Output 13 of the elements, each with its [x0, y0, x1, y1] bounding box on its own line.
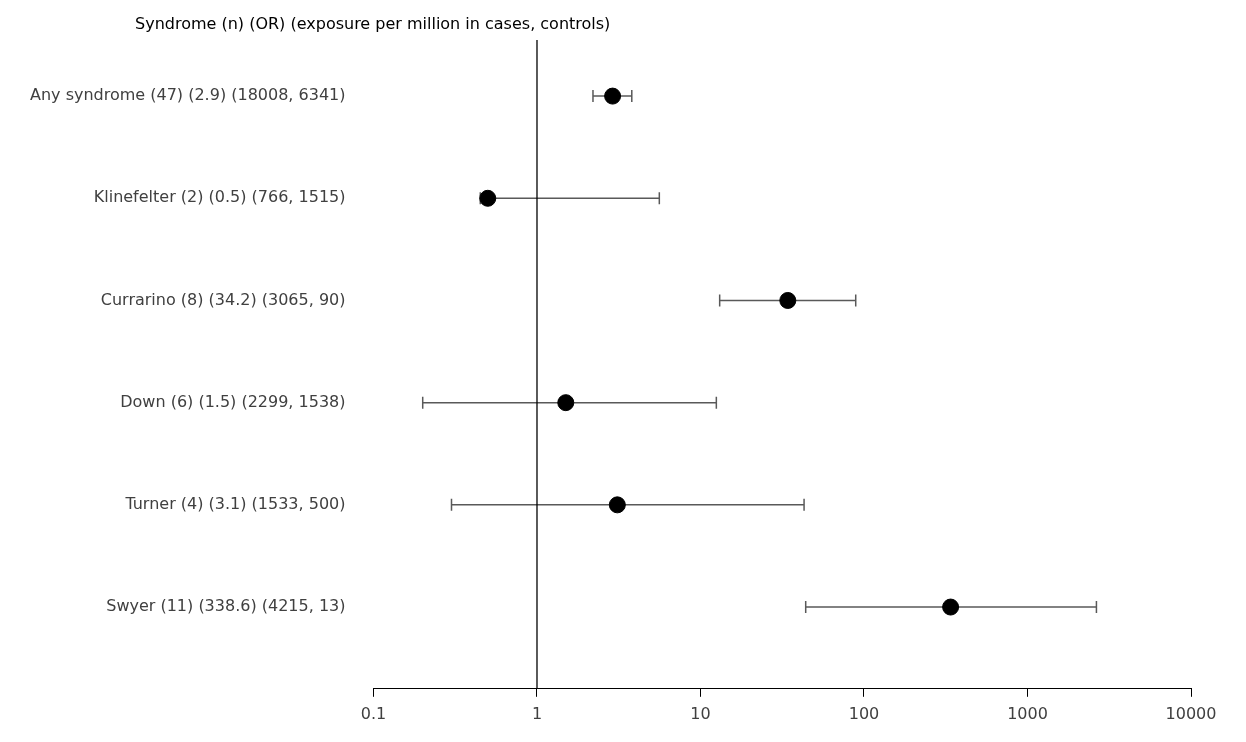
x-tick-label: 10000: [1165, 703, 1217, 723]
x-tick-label: 1: [531, 703, 543, 723]
y-tick-label: Down (6) (1.5) (2299, 1538): [120, 391, 346, 411]
y-tick-label: Swyer (11) (338.6) (4215, 13): [106, 596, 346, 616]
x-tick-label: 100: [848, 703, 880, 723]
x-tick-label: 1000: [1007, 703, 1048, 723]
y-tick-label: Any syndrome (47) (2.9) (18008, 6341): [29, 85, 346, 105]
y-tick-label: Turner (4) (3.1) (1533, 500): [124, 494, 346, 514]
y-tick-label: Currarino (8) (34.2) (3065, 90): [100, 289, 346, 309]
y-tick-label: Klinefelter (2) (0.5) (766, 1515): [93, 187, 346, 207]
chart-title: Syndrome (n) (OR) (exposure per million in cases, controls): [135, 14, 611, 34]
x-tick-label: 0.1: [360, 703, 387, 723]
x-tick-label: 10: [690, 703, 711, 723]
